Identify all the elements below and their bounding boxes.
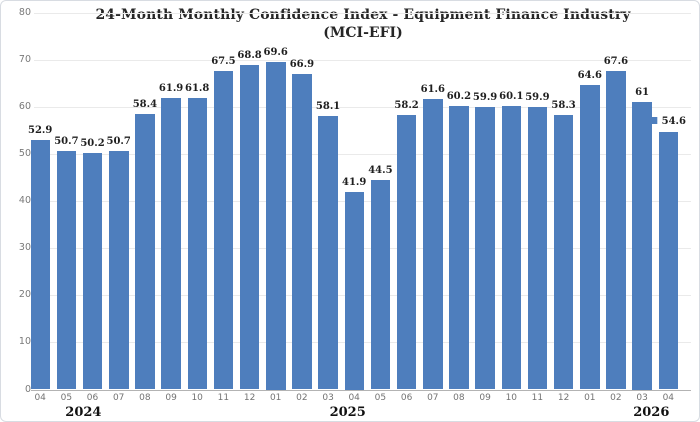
x-axis-month-label: 12	[557, 393, 570, 403]
bar-value-label: 68.8	[237, 50, 262, 62]
bar	[527, 107, 548, 390]
bar-value-label: 66.9	[289, 59, 315, 71]
bar	[56, 150, 77, 390]
bar	[187, 98, 207, 390]
bar-value-label: 50.7	[106, 135, 131, 147]
x-axis-line	[31, 389, 691, 391]
bar-value-label: 60.1	[499, 91, 524, 103]
x-axis-month-label: 01	[269, 393, 282, 403]
bar	[475, 107, 495, 390]
bar	[632, 102, 652, 390]
x-axis-month-label: 06	[86, 393, 99, 403]
y-axis-tick-50: 50	[18, 147, 31, 159]
x-axis-month-label: 09	[165, 393, 177, 403]
y-axis-tick-20: 20	[18, 289, 31, 301]
x-axis-month-label: 10	[191, 393, 203, 403]
x-axis-month-label: 04	[662, 393, 675, 403]
bar	[161, 97, 181, 390]
bar	[658, 132, 678, 390]
bar	[501, 106, 521, 390]
bar-value-label: 61.6	[420, 84, 445, 96]
bar-value-label: 59.9	[472, 92, 498, 104]
x-axis-month-label: 01	[584, 393, 596, 403]
bar	[553, 114, 574, 390]
bar-value-label: 50.7	[54, 135, 79, 147]
bar-value-label: 52.9	[28, 125, 53, 137]
bar-value-label: 67.5	[211, 56, 236, 68]
bar	[423, 99, 443, 390]
bar-value-label: 58.3	[551, 99, 576, 111]
x-axis-month-label: 04	[348, 393, 360, 403]
bar-value-label: 58.1	[315, 100, 341, 112]
x-axis-month-label: 07	[427, 393, 439, 403]
bar	[580, 85, 600, 390]
x-axis-month-label: 02	[296, 393, 308, 403]
x-axis-month-label: 06	[400, 393, 413, 403]
gridline-60	[34, 106, 691, 108]
bar	[135, 114, 155, 390]
bar-value-label: 44.5	[368, 164, 393, 176]
bar-value-label: 54.6	[650, 116, 686, 128]
bar-value-label: 67.6	[603, 55, 629, 67]
y-axis-tick-80: 80	[18, 6, 31, 18]
bar-value-label: 50.2	[80, 137, 105, 149]
bar	[318, 115, 338, 390]
bar	[292, 74, 312, 390]
bar	[266, 61, 286, 390]
y-axis-tick-10: 10	[18, 336, 31, 348]
x-axis-month-label: 02	[610, 393, 622, 403]
y-axis-tick-70: 70	[18, 53, 31, 65]
x-axis-month-label: 03	[636, 393, 648, 403]
bar-value-label: 61.9	[158, 82, 184, 94]
gridline-50	[34, 153, 691, 155]
bar	[449, 105, 469, 390]
gridline-70	[34, 59, 691, 61]
bar-value-label: 61.8	[185, 83, 210, 95]
bar	[82, 152, 103, 390]
x-axis-month-label: 05	[60, 393, 73, 403]
bar	[606, 70, 626, 390]
x-axis-month-label: 08	[139, 393, 151, 403]
x-axis-month-label: 11	[531, 393, 544, 403]
x-axis-year-label: 2026	[633, 405, 670, 420]
bar-value-label: 58.2	[394, 100, 419, 112]
y-axis-tick-30: 30	[18, 242, 31, 254]
bar	[370, 179, 391, 390]
x-axis-year-label: 2024	[65, 405, 102, 420]
x-axis-month-label: 10	[505, 393, 518, 403]
bar-value-label: 64.6	[577, 70, 602, 82]
bar-value-label: 59.9	[525, 92, 550, 104]
y-axis-tick-40: 40	[18, 195, 31, 206]
x-axis-month-label: 09	[479, 393, 491, 403]
bar-value-label: 61	[635, 87, 650, 98]
y-axis-tick-0: 0	[24, 383, 31, 395]
bar	[239, 65, 260, 390]
bar	[109, 150, 129, 390]
bar-value-label: 69.6	[263, 46, 288, 58]
x-axis-month-label: 08	[453, 393, 465, 403]
x-axis-month-label: 11	[217, 393, 230, 403]
x-axis-year-label: 2025	[329, 405, 366, 420]
legend-key-square	[650, 117, 658, 125]
bar	[396, 115, 417, 390]
gridline-80	[34, 12, 691, 14]
bar-value-label: 41.9	[342, 177, 367, 188]
bar	[213, 71, 234, 390]
x-axis-month-label: 07	[112, 393, 125, 403]
x-axis-month-label: 05	[374, 393, 387, 403]
y-axis-tick-60: 60	[18, 100, 31, 112]
x-axis-month-label: 12	[243, 393, 256, 403]
chart-title: 24-Month Monthly Confidence Index - Equi…	[95, 7, 631, 23]
bar-value-label: 60.2	[446, 90, 472, 102]
chart-subtitle: (MCI-EFI)	[323, 25, 403, 41]
x-axis-month-label: 04	[34, 393, 46, 403]
bar	[344, 192, 364, 390]
bar-value-label: 58.4	[132, 99, 158, 111]
x-axis-month-label: 03	[322, 393, 334, 403]
bar	[30, 140, 50, 390]
